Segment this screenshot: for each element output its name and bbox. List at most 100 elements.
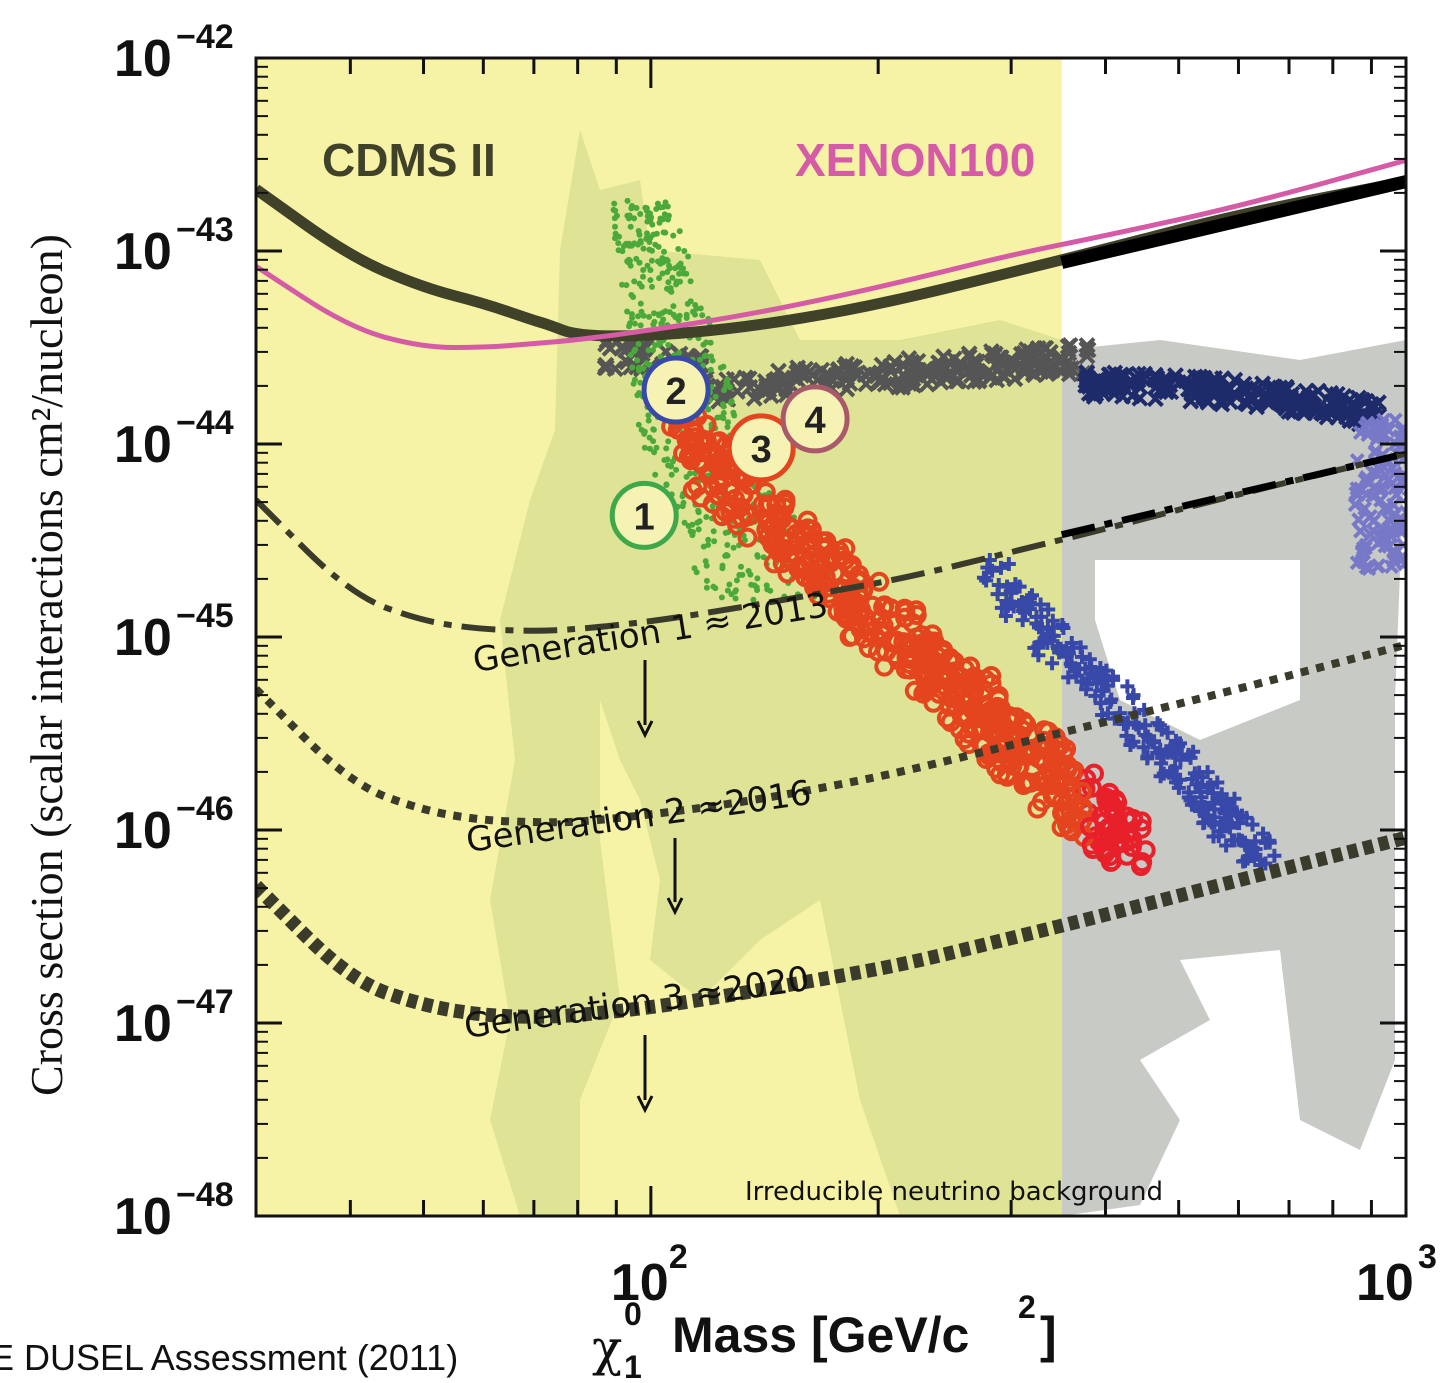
plus-point bbox=[1244, 845, 1259, 860]
red-ring-point bbox=[1013, 775, 1034, 795]
x-point bbox=[860, 364, 878, 382]
x-point bbox=[991, 351, 1008, 369]
plus-point bbox=[1079, 682, 1094, 697]
red-ring-point bbox=[834, 550, 855, 571]
green-point bbox=[650, 426, 657, 433]
red-ring-point bbox=[710, 457, 731, 478]
plus-point bbox=[1154, 756, 1169, 771]
x-point bbox=[1078, 337, 1096, 354]
x-point bbox=[1381, 512, 1396, 527]
plus-point bbox=[1245, 817, 1260, 832]
plus-point bbox=[1237, 836, 1252, 851]
green-point bbox=[658, 320, 665, 326]
plus-point bbox=[1033, 597, 1048, 612]
green-point bbox=[693, 305, 700, 312]
gray-region-hole bbox=[1095, 560, 1300, 740]
down-arrow-head bbox=[636, 720, 654, 739]
green-point bbox=[620, 243, 627, 250]
x-point bbox=[1245, 389, 1263, 407]
green-point bbox=[750, 596, 757, 603]
y-tick-base: 10 bbox=[114, 802, 172, 860]
green-point bbox=[732, 595, 739, 602]
green-point bbox=[624, 308, 631, 315]
green-point bbox=[705, 541, 712, 548]
green-point bbox=[709, 357, 716, 364]
plot-background bbox=[256, 58, 1406, 1216]
red-ring-point bbox=[733, 484, 754, 505]
red-ring-point bbox=[973, 679, 994, 700]
y-tick-base: 10 bbox=[114, 30, 172, 88]
plus-point bbox=[1219, 838, 1234, 853]
x-point bbox=[606, 360, 624, 378]
x-point bbox=[1377, 501, 1392, 517]
plus-point bbox=[1126, 688, 1141, 703]
benchmark-label: 1 bbox=[634, 496, 655, 538]
green-point bbox=[650, 321, 657, 328]
green-point bbox=[700, 341, 707, 348]
green-point bbox=[705, 536, 712, 543]
green-point bbox=[665, 279, 672, 286]
y-tick-label: 10 −43 bbox=[114, 211, 234, 281]
green-point bbox=[711, 538, 718, 545]
plus-point bbox=[1089, 676, 1104, 691]
green-point bbox=[627, 320, 634, 327]
green-point bbox=[650, 438, 657, 445]
x-point bbox=[894, 366, 912, 384]
green-point bbox=[641, 428, 648, 435]
green-point bbox=[629, 364, 636, 371]
green-point bbox=[687, 278, 694, 285]
green-point bbox=[718, 594, 725, 601]
x-point bbox=[1193, 384, 1210, 401]
y-tick-exponent: −44 bbox=[176, 404, 234, 442]
plus-point bbox=[1072, 662, 1087, 677]
plus-point bbox=[994, 600, 1009, 615]
x-tick-label: 10 3 bbox=[1356, 1238, 1437, 1312]
green-point bbox=[635, 313, 641, 320]
red-ring-point bbox=[810, 566, 831, 587]
gray-allowed-region bbox=[1061, 340, 1406, 1216]
y-axis-label: Cross section (scalar interactions cm²/n… bbox=[21, 234, 72, 1096]
red-ring-point bbox=[1099, 782, 1120, 803]
plus-point bbox=[1099, 670, 1114, 685]
green-point bbox=[661, 248, 667, 255]
green-point bbox=[681, 248, 688, 254]
plus-point bbox=[1140, 751, 1155, 766]
plus-point bbox=[1046, 628, 1061, 643]
green-point bbox=[623, 282, 630, 289]
y-tick-label: 10 −42 bbox=[114, 18, 234, 88]
green-point bbox=[683, 315, 690, 321]
axes bbox=[254, 56, 1408, 1218]
green-point bbox=[673, 281, 680, 288]
green-point bbox=[728, 398, 735, 405]
green-point bbox=[722, 529, 729, 536]
plus-point bbox=[1004, 585, 1019, 600]
green-point bbox=[724, 542, 731, 548]
x-point bbox=[1248, 380, 1266, 397]
green-point bbox=[724, 587, 731, 594]
green-point bbox=[646, 361, 653, 368]
green-point bbox=[673, 466, 680, 473]
green-point bbox=[676, 270, 683, 277]
green-point bbox=[720, 401, 726, 408]
x-point bbox=[1398, 504, 1406, 520]
green-point bbox=[699, 312, 706, 319]
plus-point bbox=[1193, 780, 1208, 795]
x-point bbox=[1079, 369, 1097, 387]
y-tick-label: 10 −45 bbox=[114, 597, 234, 667]
green-point bbox=[635, 341, 642, 347]
x-axis-label: χ0 1 Mass [GeV/c 2] bbox=[592, 1289, 1057, 1383]
red-ring-point bbox=[758, 527, 778, 547]
green-point bbox=[637, 211, 644, 217]
green-point bbox=[625, 256, 632, 263]
x-point bbox=[1078, 341, 1096, 358]
red-ring-point bbox=[997, 766, 1018, 787]
x-point bbox=[1357, 419, 1373, 435]
plus-point bbox=[1213, 791, 1228, 806]
x-point bbox=[1318, 408, 1336, 426]
green-point bbox=[631, 215, 638, 222]
x-point bbox=[1179, 380, 1197, 398]
red-ring-point bbox=[987, 696, 1008, 717]
red-ring-point bbox=[951, 667, 972, 688]
green-point bbox=[640, 245, 647, 252]
red-ring-point bbox=[958, 734, 979, 755]
